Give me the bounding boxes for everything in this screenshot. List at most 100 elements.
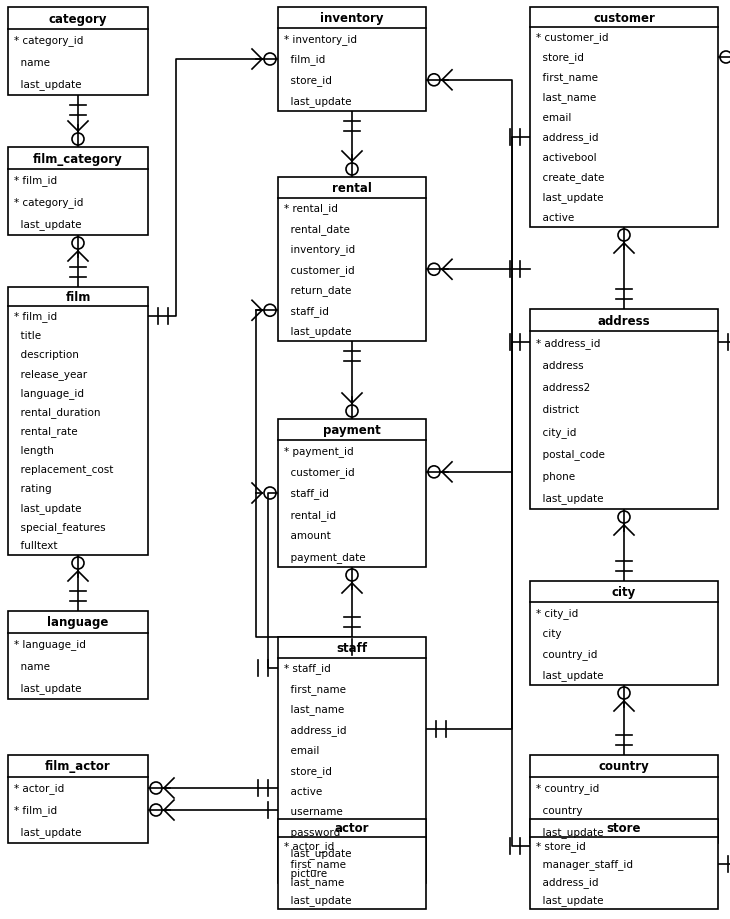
- Text: staff_id: staff_id: [284, 488, 329, 499]
- Text: film_id: film_id: [284, 54, 326, 65]
- Text: create_date: create_date: [536, 173, 604, 183]
- Text: last_update: last_update: [14, 683, 82, 694]
- Text: rental_rate: rental_rate: [14, 425, 77, 437]
- Text: staff_id: staff_id: [284, 305, 329, 316]
- Text: return_date: return_date: [284, 285, 351, 296]
- Text: film_category: film_category: [33, 153, 123, 165]
- Text: last_name: last_name: [536, 93, 596, 103]
- Text: name: name: [14, 662, 50, 671]
- Text: description: description: [14, 349, 79, 359]
- Text: address: address: [536, 360, 583, 370]
- Text: store_id: store_id: [284, 765, 332, 776]
- Text: staff: staff: [337, 641, 368, 654]
- Text: special_features: special_features: [14, 521, 106, 532]
- Text: * language_id: * language_id: [14, 639, 86, 650]
- Text: city: city: [612, 585, 636, 598]
- FancyBboxPatch shape: [278, 637, 426, 883]
- FancyBboxPatch shape: [278, 177, 426, 342]
- Text: language: language: [47, 616, 109, 629]
- FancyBboxPatch shape: [8, 148, 148, 236]
- Text: address2: address2: [536, 382, 591, 392]
- Text: address_id: address_id: [536, 132, 599, 143]
- Text: first_name: first_name: [536, 73, 598, 84]
- Text: last_update: last_update: [536, 493, 604, 504]
- Text: address_id: address_id: [536, 877, 599, 888]
- Text: language_id: language_id: [14, 388, 84, 398]
- FancyBboxPatch shape: [530, 819, 718, 909]
- FancyBboxPatch shape: [278, 819, 426, 909]
- Text: customer_id: customer_id: [284, 265, 355, 276]
- Text: last_update: last_update: [536, 192, 604, 203]
- Text: activebool: activebool: [536, 153, 596, 163]
- Text: payment: payment: [323, 424, 381, 437]
- Text: first_name: first_name: [284, 683, 346, 694]
- Text: postal_code: postal_code: [536, 448, 605, 460]
- Text: country_id: country_id: [536, 649, 597, 660]
- Text: inventory_id: inventory_id: [284, 244, 355, 255]
- Text: film: film: [65, 290, 91, 304]
- Text: email: email: [284, 745, 320, 754]
- FancyBboxPatch shape: [278, 8, 426, 112]
- FancyBboxPatch shape: [8, 288, 148, 555]
- Text: last_update: last_update: [536, 827, 604, 837]
- Text: inventory: inventory: [320, 12, 384, 25]
- Text: last_name: last_name: [284, 704, 345, 714]
- Text: * film_id: * film_id: [14, 805, 57, 815]
- Text: username: username: [284, 806, 343, 816]
- Text: last_update: last_update: [284, 847, 352, 857]
- Text: * film_id: * film_id: [14, 311, 57, 322]
- Text: * actor_id: * actor_id: [284, 841, 334, 852]
- Text: store: store: [607, 822, 641, 834]
- FancyBboxPatch shape: [8, 611, 148, 699]
- FancyBboxPatch shape: [530, 582, 718, 686]
- Text: * rental_id: * rental_id: [284, 203, 338, 214]
- Text: address_id: address_id: [284, 724, 347, 735]
- Text: password: password: [284, 827, 340, 837]
- Text: release_year: release_year: [14, 369, 87, 380]
- Text: phone: phone: [536, 471, 575, 482]
- Text: district: district: [536, 404, 579, 414]
- Text: * film_id: * film_id: [14, 176, 57, 187]
- Text: last_update: last_update: [536, 894, 604, 905]
- Text: rental: rental: [332, 182, 372, 195]
- Text: name: name: [14, 58, 50, 68]
- Text: last_update: last_update: [536, 669, 604, 680]
- FancyBboxPatch shape: [530, 310, 718, 509]
- Text: last_update: last_update: [14, 220, 82, 230]
- Text: active: active: [284, 786, 322, 796]
- Text: * country_id: * country_id: [536, 783, 599, 794]
- Text: customer_id: customer_id: [284, 467, 355, 478]
- Text: store_id: store_id: [284, 75, 332, 86]
- Text: length: length: [14, 445, 54, 455]
- Text: * staff_id: * staff_id: [284, 663, 331, 674]
- Text: city_id: city_id: [536, 426, 577, 437]
- Text: country: country: [536, 805, 583, 815]
- Text: * category_id: * category_id: [14, 36, 83, 46]
- Text: * payment_id: * payment_id: [284, 446, 353, 457]
- FancyBboxPatch shape: [8, 8, 148, 96]
- Text: last_update: last_update: [284, 894, 352, 905]
- FancyBboxPatch shape: [530, 755, 718, 843]
- Text: manager_staff_id: manager_staff_id: [536, 858, 633, 869]
- Text: * store_id: * store_id: [536, 841, 585, 852]
- Text: amount: amount: [284, 530, 331, 540]
- Text: rating: rating: [14, 483, 52, 494]
- Text: rental_id: rental_id: [284, 509, 336, 520]
- Text: * city_id: * city_id: [536, 607, 578, 618]
- Text: title: title: [14, 331, 41, 340]
- Text: * address_id: * address_id: [536, 337, 600, 348]
- FancyBboxPatch shape: [278, 420, 426, 567]
- Text: last_update: last_update: [14, 827, 82, 837]
- Text: * customer_id: * customer_id: [536, 32, 609, 43]
- Text: last_update: last_update: [284, 326, 352, 337]
- Text: actor: actor: [335, 822, 369, 834]
- Text: address: address: [598, 314, 650, 327]
- Text: rental_duration: rental_duration: [14, 406, 101, 417]
- Text: category: category: [49, 13, 107, 26]
- Text: city: city: [536, 629, 561, 639]
- Text: picture: picture: [284, 868, 327, 878]
- Text: rental_date: rental_date: [284, 223, 350, 234]
- Text: country: country: [599, 760, 650, 773]
- Text: last_update: last_update: [284, 96, 352, 107]
- FancyBboxPatch shape: [8, 755, 148, 843]
